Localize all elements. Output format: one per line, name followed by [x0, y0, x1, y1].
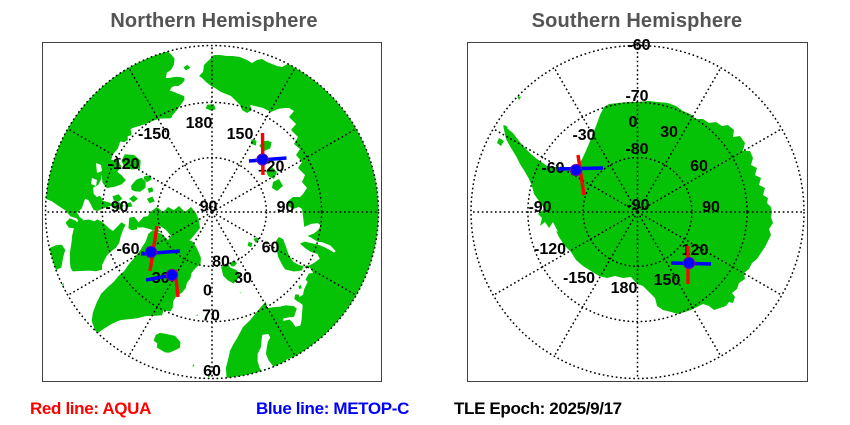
svg-text:-120: -120	[107, 156, 139, 173]
svg-text:Blue line: METOP-C: Blue line: METOP-C	[256, 399, 409, 418]
svg-text:-30: -30	[572, 127, 595, 144]
svg-text:30: 30	[234, 270, 252, 287]
svg-text:-120: -120	[534, 241, 566, 258]
svg-text:90: 90	[200, 199, 218, 216]
svg-text:150: 150	[227, 126, 254, 143]
svg-text:60: 60	[203, 363, 221, 380]
svg-text:Northern Hemisphere: Northern Hemisphere	[110, 10, 317, 32]
svg-text:30: 30	[660, 124, 678, 141]
svg-text:TLE Epoch: 2025/9/17: TLE Epoch: 2025/9/17	[454, 399, 622, 418]
svg-text:0: 0	[203, 283, 212, 300]
svg-text:180: 180	[611, 280, 638, 297]
svg-text:-70: -70	[625, 88, 648, 105]
svg-text:150: 150	[654, 272, 681, 289]
svg-text:-150: -150	[563, 270, 595, 287]
svg-text:60: 60	[690, 158, 708, 175]
svg-text:-60: -60	[116, 241, 139, 258]
svg-text:-90: -90	[528, 199, 551, 216]
svg-text:-150: -150	[138, 126, 170, 143]
svg-text:-80: -80	[625, 141, 648, 158]
svg-text:Red line: AQUA: Red line: AQUA	[30, 399, 151, 418]
svg-text:-60: -60	[627, 37, 650, 54]
svg-text:0: 0	[629, 114, 638, 131]
svg-text:90: 90	[702, 199, 720, 216]
svg-text:120: 120	[682, 242, 709, 259]
svg-text:180: 180	[186, 115, 213, 132]
svg-text:-60: -60	[541, 160, 564, 177]
svg-text:80: 80	[212, 254, 230, 271]
svg-text:-90: -90	[105, 199, 128, 216]
svg-text:-90: -90	[626, 197, 649, 214]
svg-text:70: 70	[202, 308, 220, 325]
svg-text:60: 60	[262, 240, 280, 257]
svg-text:90: 90	[277, 199, 295, 216]
svg-text:Southern Hemisphere: Southern Hemisphere	[532, 10, 743, 32]
